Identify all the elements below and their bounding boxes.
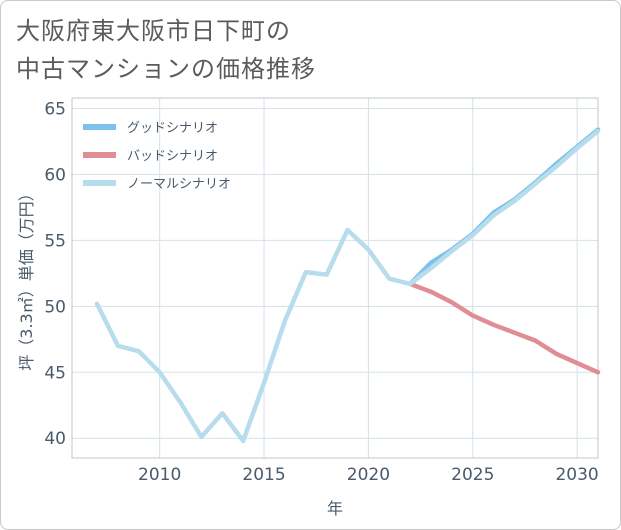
series-line (94, 128, 601, 444)
y-tick-label: 55 (44, 231, 66, 251)
y-tick-label: 60 (44, 165, 66, 185)
x-tick-label: 2015 (242, 465, 285, 485)
chart-title: 大阪府東大阪市日下町の 中古マンションの価格推移 (16, 12, 316, 88)
legend-label: ノーマルシナリオ (127, 177, 231, 192)
y-tick-label: 50 (44, 297, 66, 317)
legend-label: グッドシナリオ (127, 121, 218, 136)
x-axis-label: 年 (327, 499, 343, 518)
y-axis-label: 坪（3.3㎡）単価（万円） (17, 185, 36, 370)
x-tick-label: 2030 (555, 465, 598, 485)
legend-label: バッドシナリオ (127, 149, 218, 164)
chart-title-line-2: 中古マンションの価格推移 (16, 55, 316, 83)
y-tick-label: 45 (44, 363, 66, 383)
series-line (407, 281, 601, 375)
x-tick-label: 2025 (451, 465, 494, 485)
x-tick-label: 2020 (347, 465, 390, 485)
plot-border (71, 97, 599, 459)
chart-title-line-1: 大阪府東大阪市日下町の (16, 17, 291, 45)
y-tick-label: 40 (44, 429, 66, 449)
x-tick-label: 2010 (138, 465, 181, 485)
y-tick-label: 65 (44, 100, 66, 120)
